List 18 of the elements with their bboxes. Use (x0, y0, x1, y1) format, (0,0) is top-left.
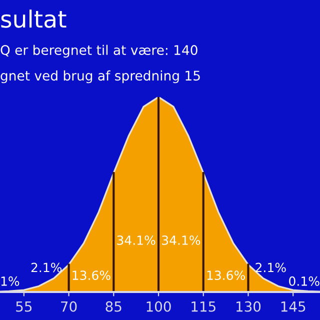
chart-subtitle: Q er beregnet til at være: 140 (0, 44, 198, 58)
annotation: 13.6% (72, 270, 110, 280)
text: gnet ved brug af spredning 15 (0, 70, 200, 84)
x-tick-label: 145 (281, 301, 306, 312)
annotation: 0.1% (289, 276, 320, 286)
annotation: 1% (1, 276, 20, 286)
annotation: 34.1% (117, 235, 156, 245)
x-tick-label: 130 (236, 301, 261, 312)
x-tick-label: 55 (16, 301, 32, 312)
x-tick-label: 115 (192, 301, 216, 312)
annotation: 34.1% (162, 235, 200, 245)
annotation: 2.1% (256, 262, 286, 272)
x-tick-label: 85 (106, 301, 122, 312)
annotation: 13.6% (207, 270, 245, 280)
x-tick-label: 70 (61, 301, 77, 312)
x-tick-label: 100 (146, 301, 171, 312)
chart-title: sultat (1, 10, 66, 28)
annotation: 2.1% (31, 262, 62, 272)
